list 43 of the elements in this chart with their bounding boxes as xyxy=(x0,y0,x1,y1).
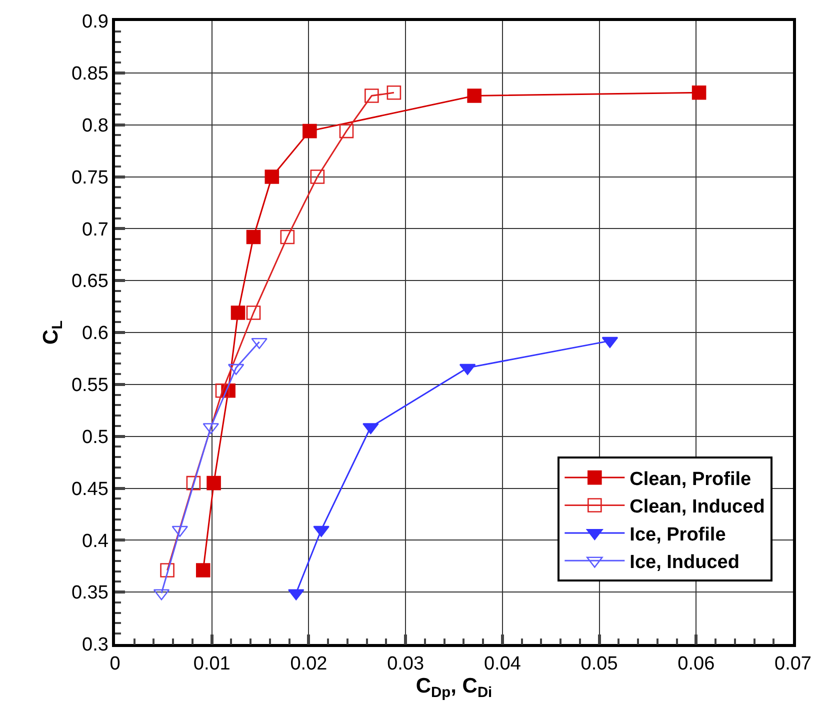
legend-label: Ice, Induced xyxy=(630,552,740,574)
point xyxy=(160,563,174,578)
x-tick-label: 0.06 xyxy=(678,654,715,675)
point xyxy=(692,86,706,100)
point xyxy=(302,124,317,138)
point xyxy=(206,476,221,490)
y-tick-label: 0.65 xyxy=(71,271,108,292)
x-axis-title: C$_{Dp}$, C$_{Di}$ xyxy=(416,674,492,701)
x-tick-label: 0.04 xyxy=(484,654,522,675)
legend-label: Clean, Profile xyxy=(630,468,752,490)
point xyxy=(230,306,246,320)
x-tick-label: 0.02 xyxy=(290,654,328,675)
y-tick-label: 0.7 xyxy=(82,219,108,240)
point xyxy=(310,170,325,184)
y-tick-label: 0.9 xyxy=(82,12,108,33)
point xyxy=(339,124,354,138)
point xyxy=(215,384,230,398)
y-tick-label: 0.4 xyxy=(82,530,109,552)
point xyxy=(280,230,295,244)
point xyxy=(364,88,379,103)
x-tick-label: 0.05 xyxy=(580,654,618,675)
y-tick-label: 0.45 xyxy=(71,478,108,500)
x-tick-label: 0.03 xyxy=(387,654,424,675)
point xyxy=(246,230,261,244)
legend-label: Ice, Profile xyxy=(630,524,726,546)
point xyxy=(186,476,201,490)
x-tick-label: 0.01 xyxy=(193,654,230,675)
point xyxy=(246,306,261,320)
point xyxy=(386,86,402,100)
y-tick-label: 0.6 xyxy=(82,323,108,344)
y-tick-label: 0.3 xyxy=(82,634,108,656)
x-tick-label: 0.07 xyxy=(774,654,812,675)
legend-label: Clean, Induced xyxy=(630,496,765,518)
y-tick-label: 0.55 xyxy=(71,375,108,396)
point xyxy=(467,88,482,103)
y-tick-label: 0.85 xyxy=(71,64,108,85)
point xyxy=(196,563,210,578)
y-tick-label: 0.8 xyxy=(82,115,108,136)
x-tick-label: 0 xyxy=(110,654,120,675)
y-tick-label: 0.5 xyxy=(82,426,108,448)
point xyxy=(264,170,280,184)
y-tick-label: 0.35 xyxy=(71,582,108,604)
y-tick-label: 0.75 xyxy=(71,167,108,188)
